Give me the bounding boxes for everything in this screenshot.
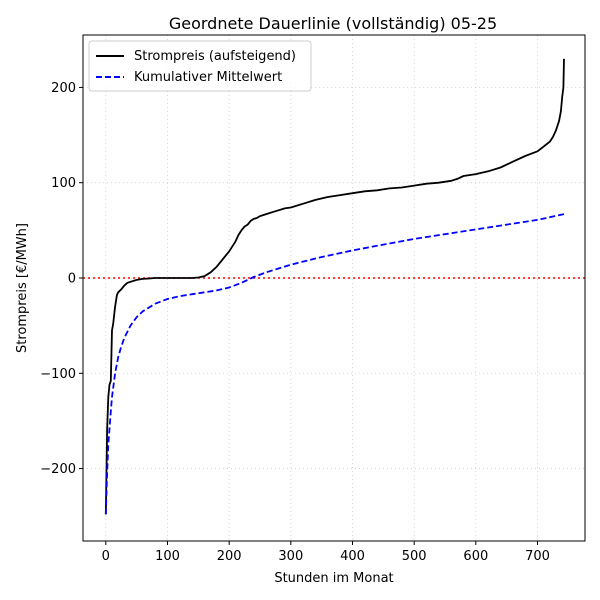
y-tick-label: 200	[51, 81, 76, 96]
y-tick-label: −200	[40, 462, 76, 477]
series-line-strompreis	[104, 58, 565, 515]
y-axis-label: Strompreis [€/MWh]	[15, 223, 30, 353]
x-tick-label: 500	[402, 549, 427, 564]
x-tick-label: 200	[217, 549, 242, 564]
x-axis: 0 100 200 300 400 500 600 700	[102, 541, 550, 564]
chart-title: Geordnete Dauerlinie (vollständig) 05-25	[169, 14, 497, 33]
series-layer	[104, 58, 565, 515]
y-tick-label: 100	[51, 176, 76, 191]
x-tick-label: 100	[155, 549, 180, 564]
legend: Strompreis (aufsteigend) Kumulativer Mit…	[88, 40, 312, 92]
plot-area-frame	[82, 34, 586, 542]
x-axis-label: Stunden im Monat	[274, 571, 393, 586]
legend-box	[88, 40, 312, 92]
x-tick-label: 0	[102, 549, 110, 564]
x-tick-label: 400	[340, 549, 365, 564]
series-line-mittelwert	[104, 213, 565, 515]
x-tick-label: 300	[278, 549, 303, 564]
y-tick-label: −100	[40, 367, 76, 382]
legend-label-mittelwert: Kumulativer Mittelwert	[134, 70, 282, 85]
legend-label-strompreis: Strompreis (aufsteigend)	[134, 49, 296, 64]
grid	[83, 35, 585, 541]
x-tick-label: 700	[525, 549, 550, 564]
y-axis: −200 −100 0 100 200	[40, 81, 83, 477]
x-tick-label: 600	[463, 549, 488, 564]
y-tick-label: 0	[68, 271, 76, 286]
